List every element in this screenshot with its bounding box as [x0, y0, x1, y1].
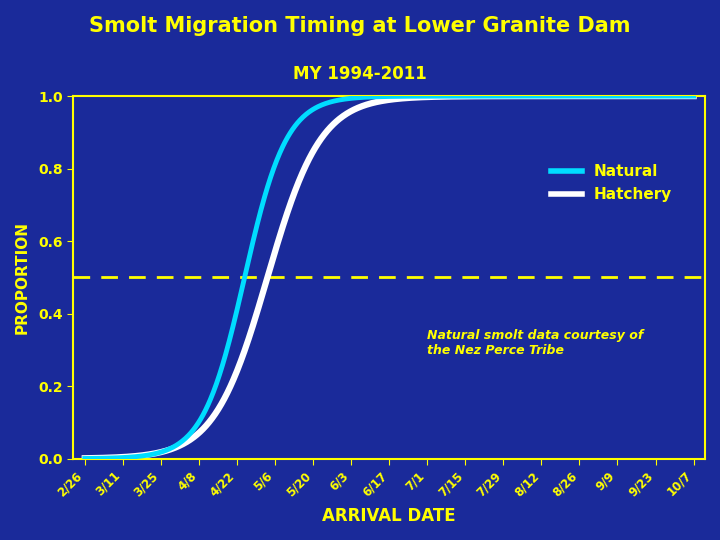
Y-axis label: PROPORTION: PROPORTION [15, 221, 30, 334]
X-axis label: ARRIVAL DATE: ARRIVAL DATE [323, 507, 456, 525]
Text: MY 1994-2011: MY 1994-2011 [293, 65, 427, 83]
Legend: Natural, Hatchery: Natural, Hatchery [545, 158, 678, 208]
Text: Smolt Migration Timing at Lower Granite Dam: Smolt Migration Timing at Lower Granite … [89, 16, 631, 36]
Text: Natural smolt data courtesy of
the Nez Perce Tribe: Natural smolt data courtesy of the Nez P… [427, 329, 644, 356]
